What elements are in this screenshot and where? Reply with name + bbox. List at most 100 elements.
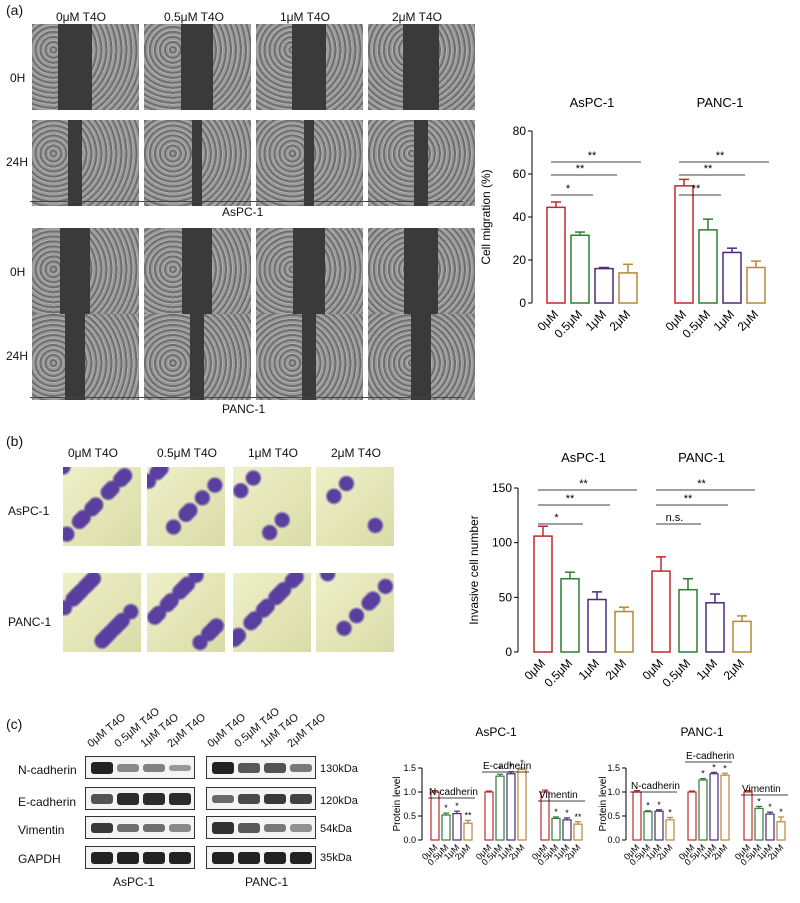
group-label: E-cadherin (686, 751, 734, 762)
bar (743, 791, 753, 841)
panel-a-row-label-24h-panc: 24H (6, 349, 29, 363)
blot-band (117, 823, 139, 833)
bar (452, 812, 462, 841)
significance-label: n.s. (666, 512, 684, 524)
significance-star: * (509, 762, 513, 772)
blot-strip-panc-row0 (206, 756, 316, 779)
blot-band (264, 823, 286, 833)
panel-b-col-header-2: 1μM T4O (247, 446, 299, 460)
blot-band (290, 763, 312, 773)
blot-band (212, 852, 234, 864)
scratch-image-r2-c1 (144, 228, 251, 314)
y-axis-label: Cell migration (%) (479, 169, 493, 264)
scratch-image-r2-c2 (256, 228, 363, 314)
y-tick-label: 0 (519, 296, 526, 310)
bar (560, 577, 580, 653)
bar (709, 773, 719, 841)
blot-band (143, 823, 165, 833)
blot-band (238, 852, 260, 864)
x-tick-label: 0.5μM (541, 656, 575, 690)
panel-b-letter: (b) (6, 433, 24, 449)
bar (517, 768, 527, 841)
y-tick-label: 150 (492, 481, 512, 495)
bar (570, 234, 590, 304)
y-tick-label: 80 (513, 124, 527, 138)
blot-band (91, 762, 113, 774)
panel-b-row-label-aspc: AsPC-1 (8, 504, 50, 518)
bar (573, 823, 583, 841)
scratch-gap (414, 120, 428, 206)
scratch-image-r1-c0 (32, 120, 139, 206)
bar (546, 206, 566, 304)
significance-label: * (554, 512, 559, 524)
scratch-image-r1-c1 (144, 120, 251, 206)
bar (722, 251, 742, 304)
blot-band (143, 852, 165, 864)
blot-band (238, 793, 260, 805)
scratch-image-r0-c3 (368, 24, 475, 110)
bar (463, 822, 473, 841)
blot-band (117, 793, 139, 805)
blot-band (143, 793, 165, 805)
significance-label: ** (704, 163, 713, 175)
bar (720, 774, 730, 841)
blot-strip-aspc-row1 (85, 787, 195, 810)
blot-band (264, 852, 286, 864)
panel-b-col-header-3: 2μM T4O (330, 446, 382, 460)
y-tick-label: 0.0 (607, 835, 620, 845)
y-tick-label: 1.5 (403, 763, 416, 773)
significance-star: ** (464, 810, 472, 820)
significance-star: * (757, 796, 761, 806)
panel-a-col-header-0: 0μM T4O (55, 10, 107, 24)
scratch-gap (411, 314, 431, 400)
blot-band (290, 793, 312, 805)
group-label: E-cadherin (483, 761, 531, 772)
bar (698, 229, 718, 304)
bar (705, 602, 725, 653)
scratch-gap (293, 228, 325, 314)
scratch-gap (181, 24, 213, 110)
panel-a-row-label-0h-aspc: 0H (10, 71, 26, 85)
scratch-image-r1-c3 (368, 120, 475, 206)
significance-label: ** (684, 493, 693, 505)
bar (754, 807, 764, 841)
blot-band (212, 794, 234, 804)
bar (687, 791, 697, 841)
blot-band (169, 852, 191, 864)
panel-a-letter: (a) (6, 2, 24, 18)
y-tick-label: 50 (499, 590, 513, 604)
panel-a-col-header-1: 0.5μM T4O (163, 10, 225, 24)
significance-star: * (701, 769, 705, 779)
y-tick-label: 60 (513, 167, 527, 181)
blot-band (290, 852, 312, 864)
blot-label-gapdh: GAPDH (18, 852, 61, 866)
scratch-gap (68, 120, 82, 206)
blot-strip-aspc-row2 (85, 816, 195, 839)
x-tick-label: 0.5μM (679, 307, 713, 341)
transwell-image-r1-c3 (316, 573, 394, 652)
blot-strip-aspc-row3 (85, 846, 195, 869)
scratch-image-r0-c2 (256, 24, 363, 110)
bar (746, 266, 766, 304)
bar (495, 775, 505, 841)
bar (698, 779, 708, 841)
bar (651, 570, 671, 653)
group-label: N-cadherin (429, 787, 478, 798)
scratch-image-r3-c2 (256, 314, 363, 400)
blot-band (264, 793, 286, 805)
scratch-image-r2-c0 (32, 228, 139, 314)
scratch-image-r3-c0 (32, 314, 139, 400)
group-label: Vimentin (539, 790, 578, 801)
blot-cellline-panc: PANC-1 (245, 875, 289, 889)
bar (654, 810, 664, 841)
bar (441, 814, 451, 841)
bar (632, 791, 642, 841)
kda-label-35: 35kDa (320, 852, 352, 864)
kda-label-54: 54kDa (320, 823, 352, 835)
bar (551, 817, 561, 841)
bar (614, 610, 634, 653)
scratch-gap (404, 228, 438, 314)
panel-a-col-header-2: 1μM T4O (279, 10, 331, 24)
blot-strip-panc-row3 (206, 846, 316, 869)
panel-a-cellline-label-aspc: AsPC-1 (222, 205, 264, 219)
